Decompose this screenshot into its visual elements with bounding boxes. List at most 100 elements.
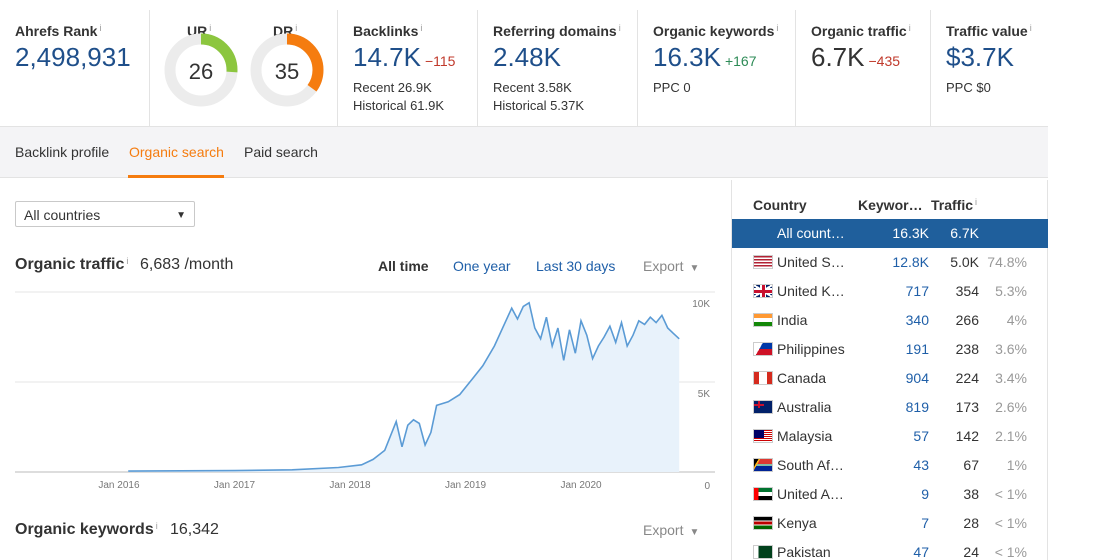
country-traffic: 224 [955,370,979,386]
traffic-area [128,302,680,472]
chevron-down-icon: ▼ [689,527,700,538]
country-name: Kenya [777,515,817,531]
table-row[interactable]: Australia 819 173 2.6% [732,393,1048,422]
country-select-value: All countries [24,207,101,223]
ur-value: 26 [188,59,214,84]
flag-ph-icon [753,342,773,356]
export-keywords-button[interactable]: Export ▼ [643,522,700,538]
table-row[interactable]: Kenya 7 28 < 1% [732,509,1048,538]
country-keywords[interactable]: 340 [905,312,929,328]
ur-gauge: UR i 26 [164,23,238,113]
country-keywords[interactable]: 191 [905,341,929,357]
country-keywords[interactable]: 16.3K [892,225,929,241]
info-icon[interactable]: i [99,23,102,33]
table-row[interactable]: United K… 717 354 5.3% [732,277,1048,306]
backlinks-historical: Historical 61.9K [353,98,445,113]
country-name: Malaysia [777,428,833,444]
table-row[interactable]: India 340 266 4% [732,306,1048,335]
info-icon[interactable]: i [420,23,423,33]
table-row[interactable]: Philippines 191 238 3.6% [732,335,1048,364]
traffic-line [128,301,680,472]
country-select[interactable]: All countries ▼ [15,201,195,227]
country-traffic-share: 1% [1006,457,1027,473]
info-icon[interactable]: i [975,197,978,207]
country-keywords[interactable]: 12.8K [892,254,929,270]
table-row[interactable]: Malaysia 57 142 2.1% [732,422,1048,451]
referring-domains-value[interactable]: 2.48K [493,42,561,72]
info-icon[interactable]: i [155,521,158,531]
table-row[interactable]: South Af… 43 67 1% [732,451,1048,480]
country-traffic: 238 [955,341,979,357]
chart-x-tick-label: Jan 2019 [445,480,487,491]
country-name: Pakistan [777,544,831,560]
country-keywords[interactable]: 717 [905,283,929,299]
backlinks-label: Backlinks i [353,23,423,39]
metrics-bar: Ahrefs Rank i 2,498,931 UR i 26 DR i 35 Bac… [0,10,1048,127]
referring-domains-recent: Recent 3.58K [493,80,572,95]
table-row[interactable]: Pakistan 47 24 < 1% [732,538,1048,560]
flag-za-icon [753,458,773,472]
organic-traffic-chart: 10K 5K 0 Jan 2016 Jan 2017 Jan 2018 Jan 2019 Ja… [15,291,715,492]
country-keywords[interactable]: 43 [913,457,929,473]
organic-traffic-label: Organic traffic i [811,23,911,39]
referring-domains-historical: Historical 5.37K [493,98,585,113]
info-icon[interactable]: i [776,23,779,33]
traffic-column-header[interactable]: Traffic i [931,197,978,213]
range-last-30-days[interactable]: Last 30 days [536,258,616,274]
flag-ca-icon [753,371,773,385]
info-icon[interactable]: i [908,23,911,33]
country-name: India [777,312,808,328]
country-traffic: 354 [955,283,979,299]
country-traffic: 142 [955,428,979,444]
range-all-time[interactable]: All time [378,258,429,274]
country-keywords[interactable]: 7 [921,515,929,531]
export-traffic-button[interactable]: Export ▼ [643,258,700,274]
country-keywords[interactable]: 57 [913,428,929,444]
active-tab-indicator [128,175,224,178]
backlinks-metric: Backlinks i 14.7K −115 Recent 26.9K Histor… [338,10,478,126]
tab-backlink-profile[interactable]: Backlink profile [15,144,110,160]
country-traffic-share: < 1% [994,544,1027,560]
info-icon[interactable]: i [618,23,621,33]
info-icon[interactable]: i [126,256,129,266]
tab-organic-search[interactable]: Organic search [129,144,224,160]
country-keywords[interactable]: 9 [921,486,929,502]
chevron-down-icon: ▼ [689,263,700,274]
table-row[interactable]: United S… 12.8K 5.0K 74.8% [732,248,1048,277]
country-column-header[interactable]: Country [753,197,807,213]
backlinks-recent: Recent 26.9K [353,80,432,95]
organic-keywords-metric: Organic keywords i 16.3K +167 PPC 0 [638,10,796,126]
range-one-year[interactable]: One year [453,258,511,274]
keywords-column-header[interactable]: Keywor… [858,197,923,213]
flag-pk-icon [753,545,773,559]
table-row[interactable]: United A… 9 38 < 1% [732,480,1048,509]
country-traffic: 173 [955,399,979,415]
country-traffic-table: Country Keywor… Traffic i All count… 16.3K… [731,180,1048,560]
country-traffic-share: < 1% [994,515,1027,531]
country-keywords[interactable]: 904 [905,370,929,386]
table-row[interactable]: All count… 16.3K 6.7K [732,219,1048,248]
organic-keywords-total: 16,342 [170,521,219,538]
traffic-value-ppc: PPC $0 [946,80,991,95]
organic-traffic-metric: Organic traffic i 6.7K −435 [796,10,931,126]
country-keywords[interactable]: 819 [905,399,929,415]
organic-keywords-value[interactable]: 16.3K +167 [653,42,757,72]
ahrefs-rank-metric: Ahrefs Rank i 2,498,931 [0,10,150,126]
info-icon[interactable]: i [295,23,298,33]
country-keywords[interactable]: 47 [913,544,929,560]
country-traffic-share: 2.6% [995,399,1027,415]
country-traffic-share: 2.1% [995,428,1027,444]
ahrefs-rank-label: Ahrefs Rank i [15,23,102,39]
country-name: United A… [777,486,844,502]
info-icon[interactable]: i [1029,23,1032,33]
backlinks-value[interactable]: 14.7K −115 [353,42,456,72]
country-traffic-share: 4% [1006,312,1027,328]
table-row[interactable]: Canada 904 224 3.4% [732,364,1048,393]
flag-au-icon [753,400,773,414]
tab-paid-search[interactable]: Paid search [244,144,318,160]
info-icon[interactable]: i [209,23,212,33]
country-traffic: 67 [963,457,979,473]
country-traffic-share: < 1% [994,486,1027,502]
dr-gauge: DR i 35 [250,23,324,113]
country-name: Canada [777,370,827,386]
